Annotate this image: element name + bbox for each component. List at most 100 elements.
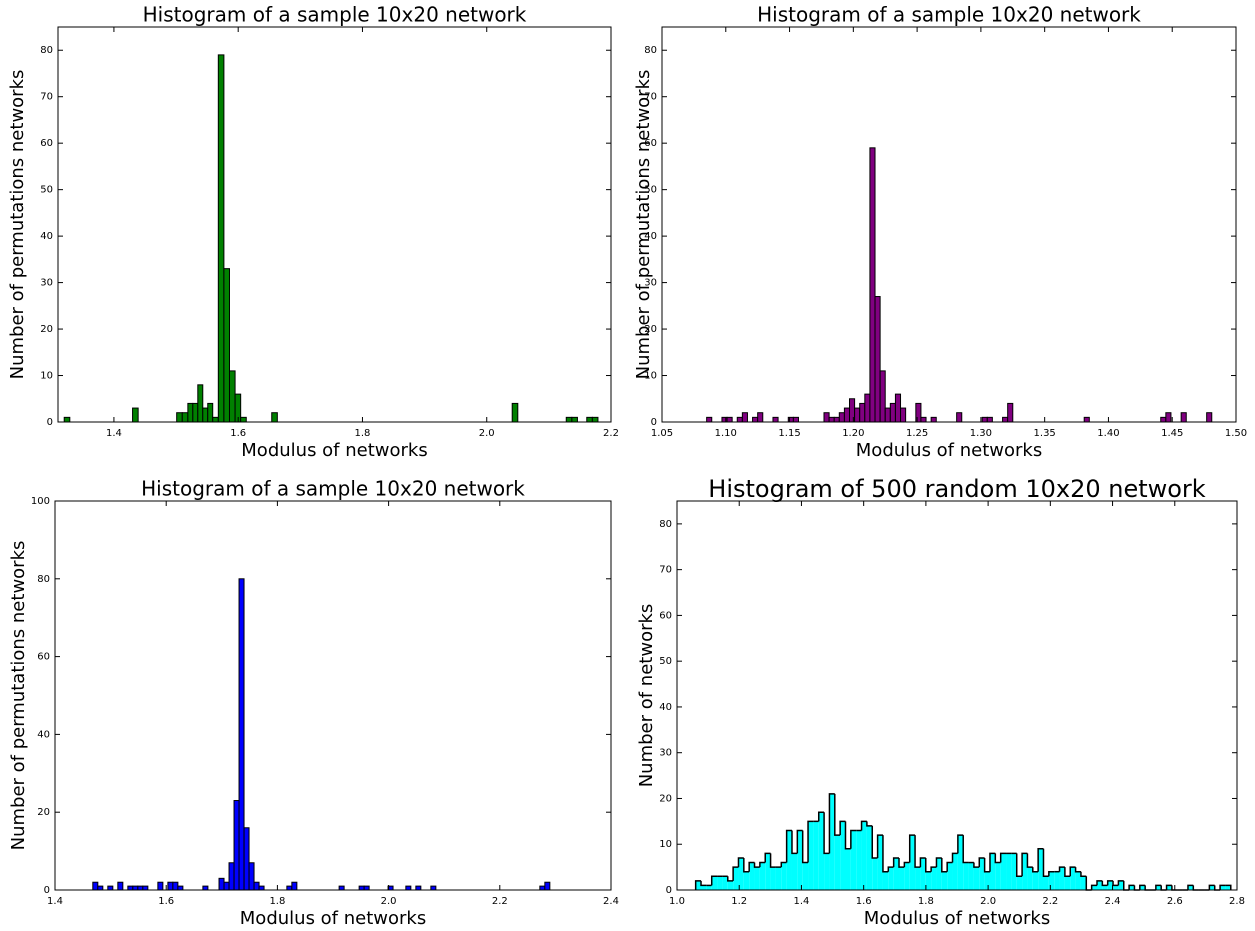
x-tick-label: 1.05 xyxy=(651,428,673,439)
bar xyxy=(869,147,876,423)
bar xyxy=(405,885,412,891)
step-outline xyxy=(700,880,707,887)
step-outline xyxy=(1096,880,1103,886)
bar xyxy=(1129,885,1135,890)
bar xyxy=(591,416,599,423)
bar xyxy=(813,821,819,890)
bar xyxy=(1054,871,1060,890)
step-outline xyxy=(1032,867,1039,873)
bar xyxy=(253,881,260,891)
bar xyxy=(107,885,114,891)
x-tick-label: 1.25 xyxy=(906,428,928,439)
bar xyxy=(228,370,236,423)
step-outline xyxy=(801,830,809,864)
bar xyxy=(197,384,204,423)
bar xyxy=(930,416,937,423)
bar xyxy=(849,398,856,423)
step-outline xyxy=(1139,884,1146,890)
bar xyxy=(889,402,896,423)
x-tick-label: 1.45 xyxy=(1161,428,1183,439)
step-outline xyxy=(753,862,760,868)
bar xyxy=(711,876,718,890)
step-outline xyxy=(764,852,771,863)
x-tick-label: 2.0 xyxy=(980,896,996,907)
bar xyxy=(1209,885,1215,890)
step-outline xyxy=(925,857,932,873)
step-outline xyxy=(1101,880,1108,887)
bar xyxy=(1091,885,1097,890)
step-outline xyxy=(930,866,937,872)
bar xyxy=(915,867,921,890)
chart-title: Histogram of 500 random 10x20 network xyxy=(708,475,1206,503)
x-axis-label: Modulus of networks xyxy=(240,908,426,929)
step-outline xyxy=(919,857,926,868)
y-tick-label: 20 xyxy=(37,807,50,818)
step-outline xyxy=(1117,880,1124,886)
y-tick-label: 40 xyxy=(659,702,672,713)
bar xyxy=(1118,880,1124,890)
y-tick-label: 60 xyxy=(659,610,672,621)
step-outline xyxy=(839,820,846,836)
step-outline xyxy=(1219,884,1226,890)
bar xyxy=(775,867,782,890)
x-tick-label: 1.2 xyxy=(731,896,747,907)
bar xyxy=(92,881,99,891)
bar xyxy=(1000,853,1007,890)
bar xyxy=(781,862,787,890)
bar xyxy=(1206,412,1213,423)
bar xyxy=(695,880,702,890)
bar xyxy=(228,862,235,891)
step-outline xyxy=(844,821,851,850)
bar xyxy=(888,867,894,890)
y-axis-label: Number of permutations networks xyxy=(8,541,29,851)
bar xyxy=(701,885,707,890)
x-tick-label: 1.35 xyxy=(1034,428,1056,439)
step-outline xyxy=(817,811,825,822)
bar xyxy=(920,857,926,890)
x-tick-label: 2.2 xyxy=(1042,896,1058,907)
bar xyxy=(1080,876,1087,890)
bar xyxy=(920,416,927,423)
bar xyxy=(884,407,891,423)
bar xyxy=(861,821,867,890)
bar xyxy=(217,54,225,423)
bar xyxy=(415,885,422,891)
y-tick-label: 60 xyxy=(644,138,657,149)
step-outline xyxy=(780,861,787,868)
bar xyxy=(358,885,365,891)
x-tick-label: 1.0 xyxy=(669,896,685,907)
step-outline xyxy=(914,835,921,868)
step-outline xyxy=(1074,867,1081,873)
step-outline xyxy=(989,852,996,872)
y-tick-label: 60 xyxy=(40,138,53,149)
bar xyxy=(840,821,846,890)
step-outline xyxy=(876,834,883,858)
step-outline xyxy=(1042,848,1049,878)
y-tick-label: 80 xyxy=(40,45,53,56)
y-tick-label: 60 xyxy=(37,652,50,663)
bar xyxy=(864,393,871,423)
bar xyxy=(1107,880,1114,890)
bar xyxy=(856,830,862,890)
step-outline xyxy=(743,857,750,873)
bar xyxy=(207,402,214,423)
step-outline xyxy=(1048,870,1055,877)
step-outline xyxy=(892,857,900,868)
bar xyxy=(866,825,873,890)
bar xyxy=(1187,885,1194,890)
bar xyxy=(167,881,174,891)
y-tick-label: 20 xyxy=(40,324,53,335)
bar xyxy=(571,416,578,423)
chart-title: Histogram of a sample 10x20 network xyxy=(141,477,525,501)
y-tick-label: 40 xyxy=(644,231,657,242)
step-outline xyxy=(834,793,841,836)
step-outline xyxy=(1090,884,1097,890)
bar xyxy=(787,416,794,423)
bar xyxy=(177,885,184,891)
y-tick-label: 0 xyxy=(47,417,53,428)
y-axis-label: Number of permutations networks xyxy=(7,70,28,380)
step-outline xyxy=(887,866,894,872)
bar xyxy=(931,867,937,890)
step-outline xyxy=(1069,866,1076,877)
